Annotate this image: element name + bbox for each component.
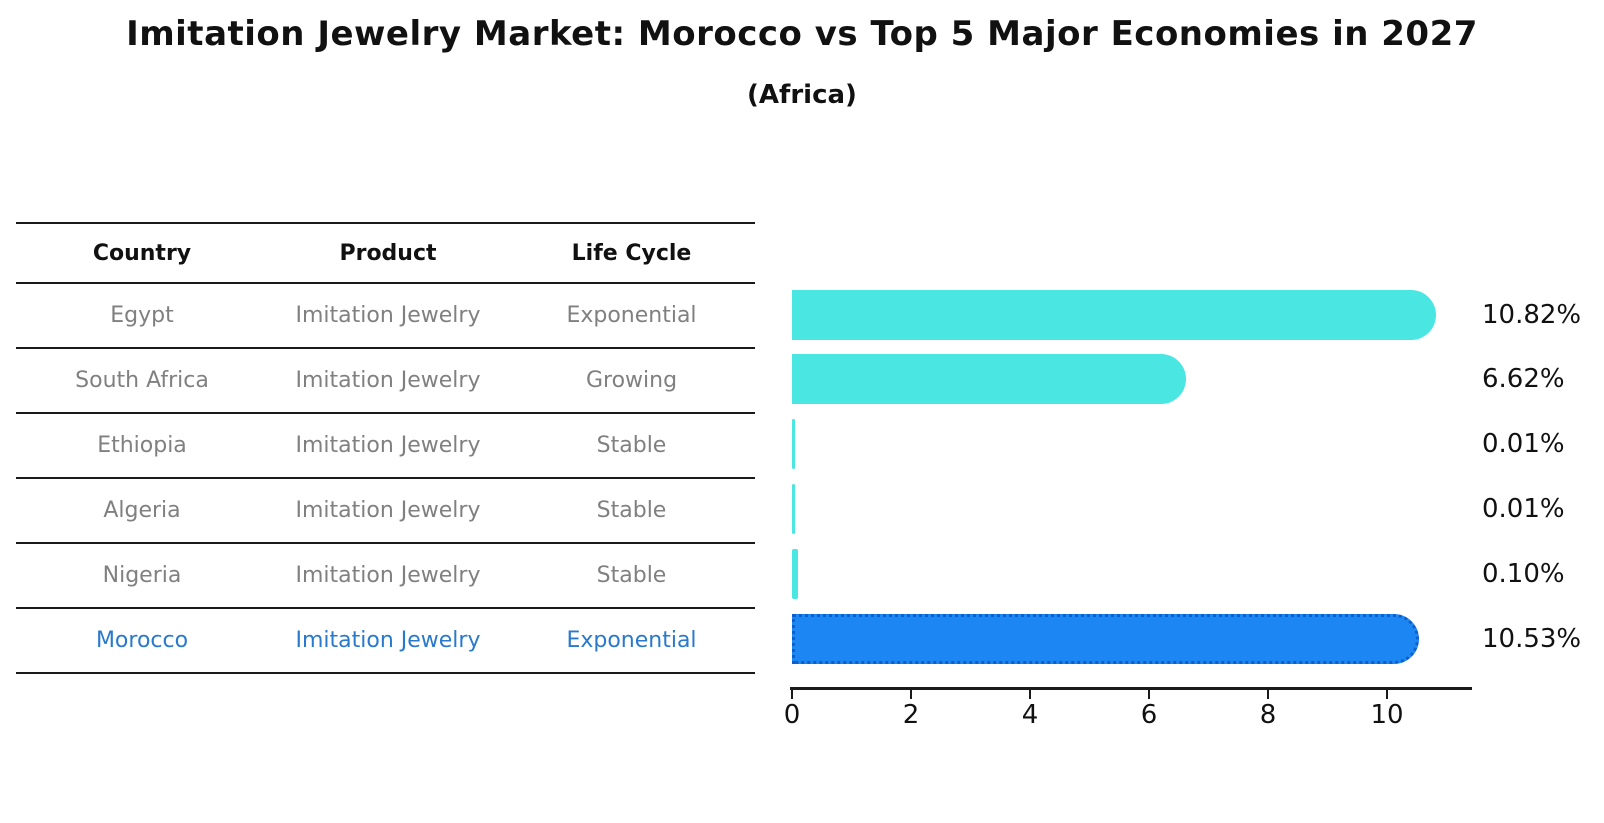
value-label-ethiopia: 0.01%: [1482, 429, 1565, 460]
bar-egypt: [792, 289, 1436, 340]
country-table: Country Product Life Cycle Egypt Imitatio…: [16, 222, 755, 674]
value-label-egypt: 10.82%: [1482, 299, 1582, 330]
x-tick-label-8: 8: [1259, 700, 1277, 730]
table-cell-life-cycle: Growing: [585, 368, 678, 393]
table-row-algeria: Algeria Imitation Jewelry Stable: [16, 479, 755, 544]
chart-title: Imitation Jewelry Market: Morocco vs Top…: [126, 14, 1478, 54]
value-label-south-africa: 6.62%: [1482, 364, 1565, 395]
x-tick-4: [1029, 690, 1031, 699]
bar-algeria: [792, 483, 795, 534]
x-tick-label-6: 6: [1140, 700, 1158, 730]
table-cell-life-cycle: Exponential: [566, 303, 697, 328]
bar-ethiopia: [792, 419, 795, 470]
table-cell-product: Imitation Jewelry: [295, 563, 481, 588]
table-cell-product: Imitation Jewelry: [295, 433, 481, 458]
x-tick-label-4: 4: [1021, 700, 1039, 730]
x-tick-10: [1386, 690, 1388, 699]
table-cell-country: Algeria: [103, 498, 181, 523]
bar-nigeria: [792, 548, 798, 599]
value-label-algeria: 0.01%: [1482, 493, 1565, 524]
table-row-morocco: Morocco Imitation Jewelry Exponential: [16, 609, 755, 674]
table-cell-life-cycle: Stable: [596, 433, 667, 458]
x-tick-2: [910, 690, 912, 699]
table-header-row: Country Product Life Cycle: [16, 222, 755, 284]
table-cell-product: Imitation Jewelry: [295, 303, 481, 328]
table-header-product: Product: [339, 240, 437, 266]
value-label-nigeria: 0.10%: [1482, 558, 1565, 589]
x-tick-8: [1267, 690, 1269, 699]
table-cell-country: Nigeria: [102, 563, 182, 588]
table-cell-product: Imitation Jewelry: [295, 498, 481, 523]
table-cell-country: Egypt: [110, 303, 174, 328]
value-label-morocco: 10.53%: [1482, 623, 1582, 654]
table-cell-country: Morocco: [95, 628, 189, 653]
table-row-ethiopia: Ethiopia Imitation Jewelry Stable: [16, 414, 755, 479]
x-tick-label-10: 10: [1370, 700, 1404, 730]
x-axis-line: [790, 687, 1472, 690]
table-row-nigeria: Nigeria Imitation Jewelry Stable: [16, 544, 755, 609]
table-row-south-africa: South Africa Imitation Jewelry Growing: [16, 349, 755, 414]
x-tick-label-0: 0: [783, 700, 801, 730]
table-header-country: Country: [92, 240, 192, 266]
table-row-egypt: Egypt Imitation Jewelry Exponential: [16, 284, 755, 349]
table-cell-life-cycle: Exponential: [566, 628, 697, 653]
x-tick-0: [791, 690, 793, 699]
bar-south-africa: [792, 354, 1186, 405]
table-cell-country: Ethiopia: [97, 433, 187, 458]
table-cell-product: Imitation Jewelry: [295, 368, 481, 393]
table-header-life-cycle: Life Cycle: [571, 240, 692, 266]
bar-morocco: [792, 613, 1419, 664]
chart-subtitle: (Africa): [747, 80, 857, 110]
table-body: Egypt Imitation Jewelry Exponential South A…: [16, 284, 755, 674]
table-cell-life-cycle: Stable: [596, 563, 667, 588]
table-cell-product: Imitation Jewelry: [295, 628, 481, 653]
x-tick-6: [1148, 690, 1150, 699]
x-tick-label-2: 2: [902, 700, 920, 730]
table-cell-life-cycle: Stable: [596, 498, 667, 523]
table-cell-country: South Africa: [75, 368, 209, 393]
